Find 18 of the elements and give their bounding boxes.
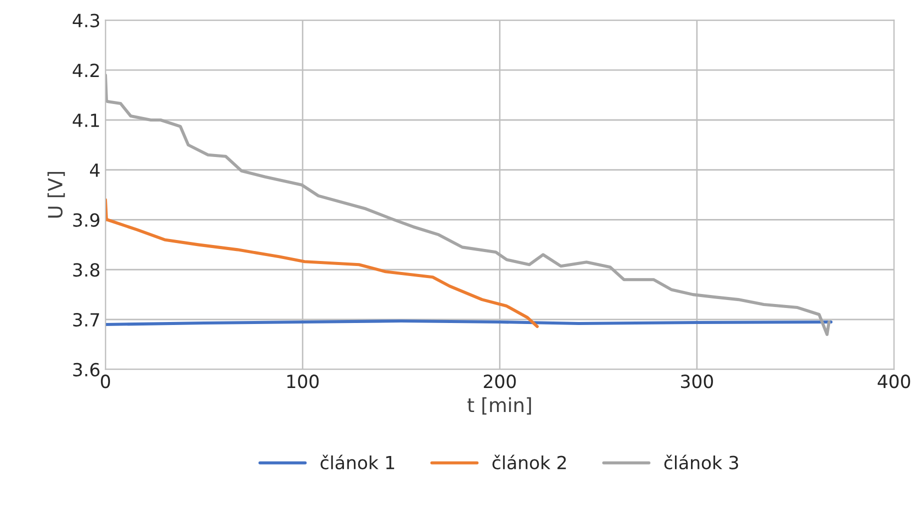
- y-tick-label: 4: [90, 164, 100, 177]
- y-tick-label: 3.8: [73, 263, 100, 277]
- legend-label: článok 3: [664, 454, 738, 470]
- y-tick-label: 3.7: [73, 312, 100, 327]
- x-tick-label: 200: [484, 374, 516, 388]
- x-tick-label: 400: [878, 374, 910, 388]
- y-tick-label: 3.9: [73, 213, 100, 227]
- y-axis-title: U [V]: [48, 172, 65, 218]
- x-tick-label: 300: [681, 374, 713, 388]
- legend-label: článok 1: [320, 454, 394, 470]
- y-tick-label: 3.6: [73, 362, 100, 376]
- x-tick-label: 100: [287, 374, 319, 388]
- x-axis-title: t [min]: [467, 397, 531, 415]
- y-tick-label: 4.3: [72, 14, 100, 28]
- y-tick-label: 4.2: [72, 64, 99, 77]
- legend-label: článok 2: [492, 454, 566, 470]
- y-tick-label: 4.1: [72, 114, 99, 127]
- x-tick-label: 0: [100, 374, 110, 388]
